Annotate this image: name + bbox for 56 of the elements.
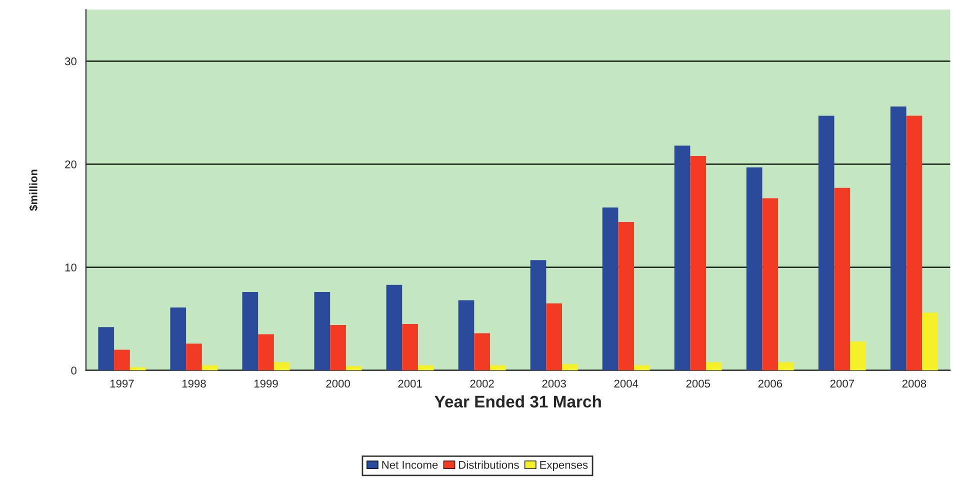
y-tick-label: 10 [65,264,76,272]
bar [114,350,130,370]
y-tick-label: 30 [64,57,76,66]
bar [170,307,186,370]
legend-label: Expenses [540,461,588,471]
x-tick-label: 1997 [110,380,134,388]
bar [474,333,490,370]
y-tick-label: 20 [65,160,76,168]
x-tick-label: 2003 [542,380,566,388]
x-tick-label: 1999 [254,380,278,388]
y-axis-title: $million [29,170,38,211]
legend-label: Net Income [382,461,438,469]
x-axis-title: Year Ended 31 March [434,395,601,408]
bar [202,365,218,370]
bar [922,312,938,370]
bar [330,325,346,370]
bar [674,146,690,370]
x-tick-label: 1998 [182,380,206,388]
x-tick-label: 2007 [830,380,854,388]
bar [562,364,578,370]
bar [98,327,114,370]
bar [762,198,778,370]
y-tick-label: 0 [71,366,76,375]
bar [834,188,850,370]
bar [314,292,330,370]
x-tick-label: 2008 [902,380,926,388]
x-tick-label: 2004 [614,380,638,388]
bar [274,362,290,370]
bar [690,156,706,370]
bar [258,334,274,370]
bar [458,300,474,370]
bar [618,222,634,370]
legend-label: Distributions [459,460,519,469]
bar [346,366,362,370]
x-tick-label: 2005 [686,380,710,388]
bar [890,106,906,370]
bar [778,362,794,370]
bar [706,362,722,370]
bar [602,208,618,370]
x-tick-label: 2001 [398,380,422,388]
bar [818,116,834,370]
bar [850,342,866,370]
bar [546,303,562,370]
bar [634,365,650,370]
bar [490,365,506,370]
x-tick-label: 2000 [326,380,350,388]
bar [530,260,546,370]
bar [746,167,762,370]
bar [906,116,922,370]
x-tick-label: 2002 [470,380,494,388]
bar [386,284,402,370]
bar [242,292,258,370]
bar [418,365,434,370]
x-tick-label: 2006 [758,380,782,388]
bar [186,344,202,370]
bar [402,324,418,370]
